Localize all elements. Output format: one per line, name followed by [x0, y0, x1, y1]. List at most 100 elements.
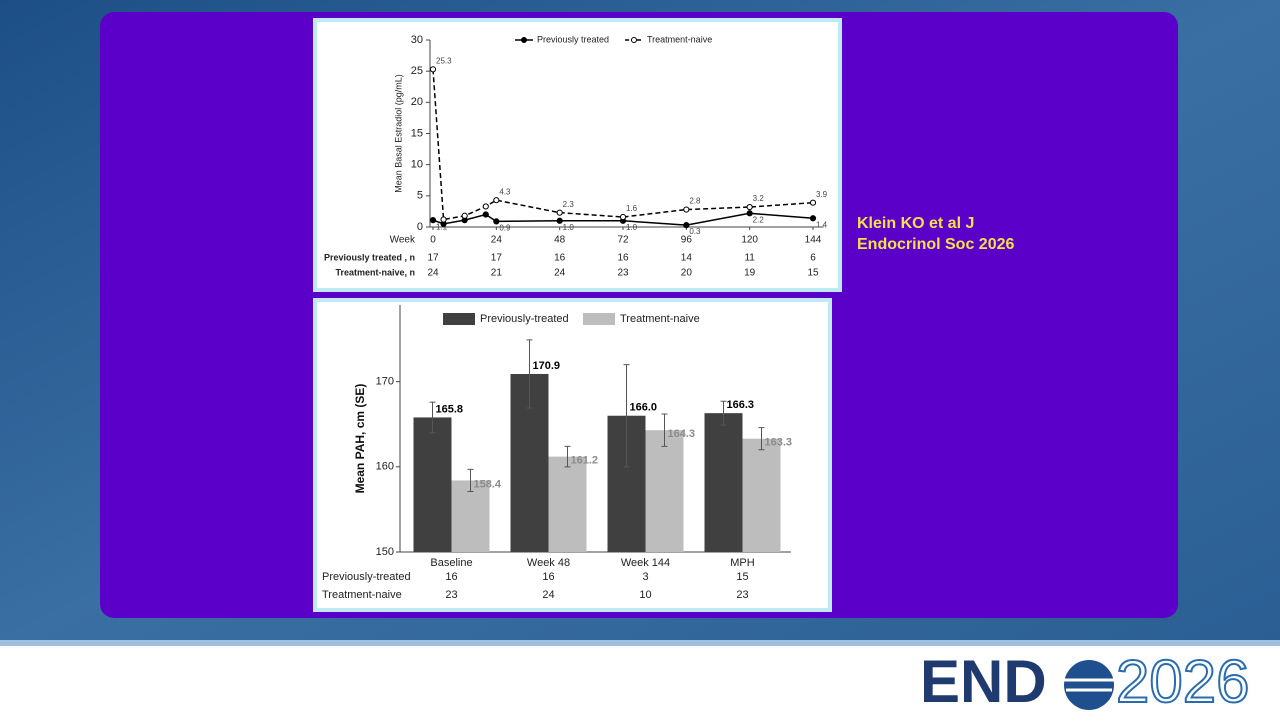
x-axis-label: Week [390, 235, 416, 246]
logo-globe-lines [1064, 678, 1114, 692]
point [683, 222, 690, 229]
table-cell: 10 [639, 589, 651, 601]
data-label: 161.2 [571, 455, 599, 467]
table-cell: 16 [554, 253, 566, 264]
y-axis-label: Mean PAH, cm (SE) [353, 384, 367, 494]
bar [704, 413, 743, 552]
logo-text: END [920, 648, 1047, 715]
table-cell: 17 [491, 253, 503, 264]
point [440, 216, 447, 223]
table-cell: 17 [427, 253, 439, 264]
table-cell: 3 [642, 571, 648, 583]
table-cell: 14 [681, 253, 693, 264]
x-tick-label: 144 [805, 235, 822, 246]
logo-text: 2026 [1116, 648, 1249, 715]
table-cell: 16 [617, 253, 629, 264]
bar [645, 430, 684, 552]
data-label: 2.3 [563, 200, 575, 209]
point [493, 197, 500, 204]
table-cell: 15 [736, 571, 748, 583]
point [493, 218, 500, 225]
point [482, 211, 489, 218]
legend-marker [521, 37, 527, 43]
data-label: 1.6 [626, 204, 638, 213]
data-label: 170.9 [533, 360, 561, 372]
data-label: 166.3 [727, 399, 755, 411]
data-label: 2.2 [753, 215, 765, 224]
y-tick-label: 15 [411, 127, 423, 139]
y-tick-label: 150 [376, 546, 394, 558]
error-bar [526, 339, 533, 409]
table-cell: 23 [617, 268, 629, 279]
table-row-label: Treatment-naive, n [335, 267, 415, 277]
point [809, 199, 817, 206]
legend-label: Previously-treated [480, 313, 569, 325]
logo-globe [1064, 660, 1114, 710]
bar [413, 417, 452, 552]
y-tick-label: 0 [417, 221, 423, 233]
table-row-label: Previously treated , n [324, 252, 415, 262]
data-label: 4.3 [499, 187, 511, 196]
series-line [432, 212, 814, 226]
legend-swatch [583, 313, 615, 325]
divider [0, 640, 1280, 646]
legend-label: Treatment-naive [620, 313, 700, 325]
table-row-label: Treatment-naive [322, 589, 402, 601]
data-label: 158.4 [474, 478, 502, 490]
legend-marker [631, 37, 637, 43]
x-tick-label: MPH [730, 557, 755, 569]
y-tick-label: 20 [411, 96, 423, 108]
table-cell: 20 [681, 268, 693, 279]
data-label: 1.4 [816, 220, 828, 229]
table-cell: 11 [744, 253, 755, 264]
citation: Klein KO et al J [857, 215, 974, 232]
table-cell: 24 [542, 589, 554, 601]
data-label: 0.3 [689, 227, 701, 236]
y-tick-label: 5 [417, 190, 423, 202]
data-label: 163.3 [765, 437, 793, 449]
table-cell: 16 [542, 571, 554, 583]
bar [451, 480, 490, 552]
point [429, 217, 437, 224]
data-label: 1.0 [626, 223, 638, 232]
table-row-label: Previously-treated [322, 571, 411, 583]
x-tick-label: 72 [617, 235, 629, 246]
table-cell: 24 [554, 268, 566, 279]
legend-swatch [443, 313, 475, 325]
y-tick-label: 160 [376, 461, 394, 473]
x-tick-label: Baseline [430, 557, 472, 569]
x-tick-label: 120 [741, 235, 758, 246]
point [556, 209, 563, 216]
point [461, 212, 468, 219]
data-label: 1.0 [563, 223, 575, 232]
bar [548, 456, 587, 552]
table-cell: 24 [427, 268, 439, 279]
table-cell: 23 [445, 589, 457, 601]
table-cell: 16 [445, 571, 457, 583]
x-tick-label: 0 [430, 235, 436, 246]
table-cell: 21 [491, 268, 503, 279]
data-label: 164.3 [668, 428, 696, 440]
error-bar [564, 445, 571, 468]
x-tick-label: Week 144 [621, 557, 670, 569]
point [619, 213, 627, 221]
data-label: 3.2 [753, 194, 765, 203]
data-label: 1.1 [436, 222, 448, 231]
data-label: 25.3 [436, 56, 452, 65]
point [482, 203, 489, 210]
citation: Endocrinol Soc 2026 [857, 236, 1014, 253]
data-label: 166.0 [630, 402, 658, 414]
legend-label: Previously treated [537, 34, 609, 44]
y-tick-label: 10 [411, 159, 423, 171]
bar [742, 438, 781, 552]
data-label: 0.9 [499, 223, 511, 232]
table-cell: 6 [810, 253, 816, 264]
data-label: 165.8 [436, 403, 464, 415]
point [746, 203, 753, 211]
chart-frame [313, 18, 842, 292]
error-bar [623, 364, 630, 468]
point [429, 66, 437, 73]
error-bar [720, 400, 727, 426]
data-label: 2.8 [689, 197, 701, 206]
